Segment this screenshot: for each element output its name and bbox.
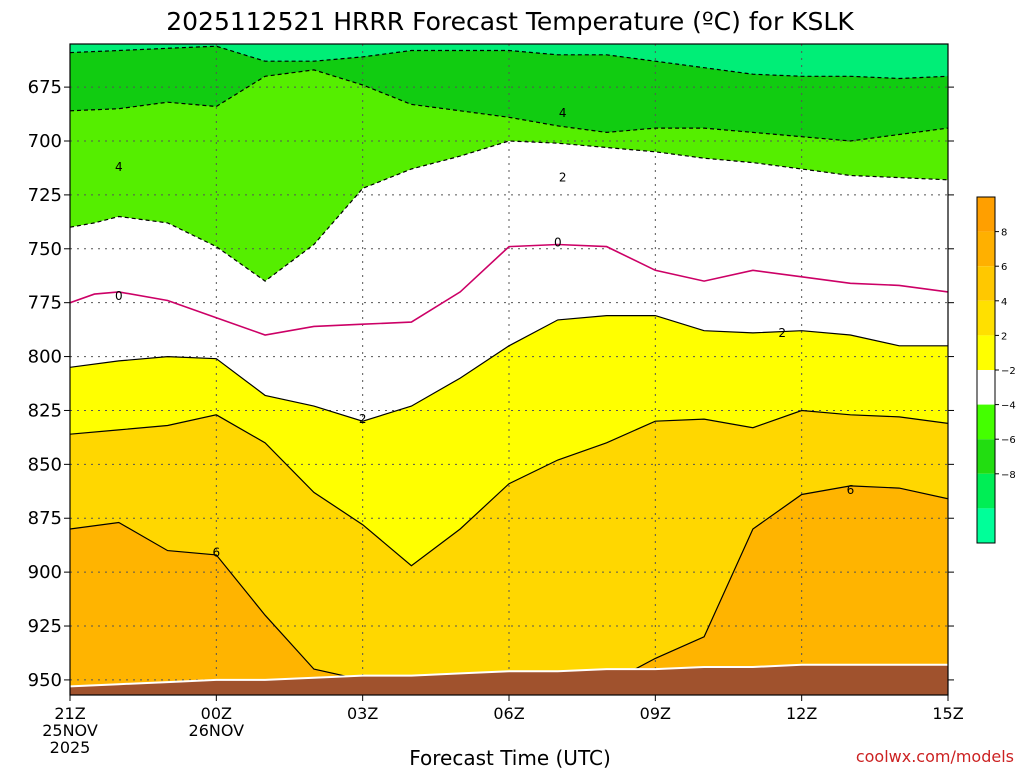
contour-label: 4 [559, 106, 567, 120]
contour-label: 2 [359, 412, 367, 426]
colorbar-label: 2 [1001, 331, 1007, 342]
contour-label: 0 [115, 289, 123, 303]
colorbar-label: 6 [1001, 262, 1007, 273]
colorbar-swatch [977, 335, 995, 370]
colorbar-swatch [977, 231, 995, 267]
y-tick-label: 725 [28, 185, 62, 206]
y-tick-label: 700 [28, 131, 62, 152]
y-tick-label: 675 [28, 77, 62, 98]
x-tick-label: 03Z [347, 704, 378, 723]
colorbar-swatch [977, 300, 995, 336]
x-tick-label: 12Z [786, 704, 817, 723]
chart-title: 2025112521 HRRR Forecast Temperature (ºC… [166, 7, 854, 36]
y-tick-label: 850 [28, 454, 62, 475]
x-tick-label: 21Z [54, 704, 85, 723]
colorbar: 8 6 4 2 −2 −4 −6 −8 [976, 196, 1016, 544]
contour-line [70, 140, 948, 282]
y-tick-label: 900 [28, 562, 62, 583]
contour-line [70, 243, 948, 336]
colorbar-swatch [977, 404, 995, 440]
contour-label: 2 [778, 326, 786, 340]
x-tick-label: 26NOV [189, 721, 245, 740]
colorbar-swatch [977, 266, 995, 301]
colorbar-label: −8 [1001, 470, 1016, 481]
contour-label: 6 [213, 546, 221, 560]
contour-label: 6 [847, 483, 855, 497]
x-tick-label: 00Z [201, 704, 232, 723]
x-tick-label: 25NOV [42, 721, 98, 740]
y-tick-label: 775 [28, 293, 62, 314]
colorbar-swatch [977, 439, 995, 474]
contour-line [70, 409, 948, 567]
y-tick-label: 800 [28, 347, 62, 368]
colorbar-swatch [977, 370, 995, 405]
contour-line [70, 45, 948, 80]
y-tick-label: 750 [28, 239, 62, 260]
contour-label: 4 [115, 160, 123, 174]
colorbar-label: 8 [1001, 228, 1007, 239]
colorbar-label: −6 [1001, 435, 1016, 446]
terrain-edge [70, 663, 948, 688]
x-tick-label: 09Z [640, 704, 671, 723]
credit-text: coolwx.com/models [856, 747, 1014, 766]
axes: 67570072575077580082585087590092595021Z2… [28, 43, 964, 757]
x-axis-label: Forecast Time (UTC) [409, 746, 611, 768]
x-tick-label: 15Z [932, 704, 963, 723]
contour-line [70, 315, 948, 422]
x-tick-label: 2025 [50, 738, 91, 757]
colorbar-swatch [977, 197, 995, 232]
colorbar-swatch [977, 473, 995, 509]
y-tick-label: 925 [28, 616, 62, 637]
plot-area: 4 4 2 0 0 2 2 6 6 [70, 44, 948, 695]
y-tick-label: 950 [28, 670, 62, 691]
colorbar-label: −4 [1001, 401, 1016, 412]
contour-line [70, 69, 948, 142]
x-tick-label: 06Z [493, 704, 524, 723]
colorbar-swatch [977, 508, 995, 543]
terrain-surface [70, 664, 948, 695]
contour-label: 0 [554, 235, 562, 249]
y-tick-label: 875 [28, 508, 62, 529]
y-tick-label: 825 [28, 400, 62, 421]
colorbar-label: 4 [1001, 297, 1007, 308]
contour-label: 2 [559, 171, 567, 185]
colorbar-label: −2 [1001, 366, 1016, 377]
